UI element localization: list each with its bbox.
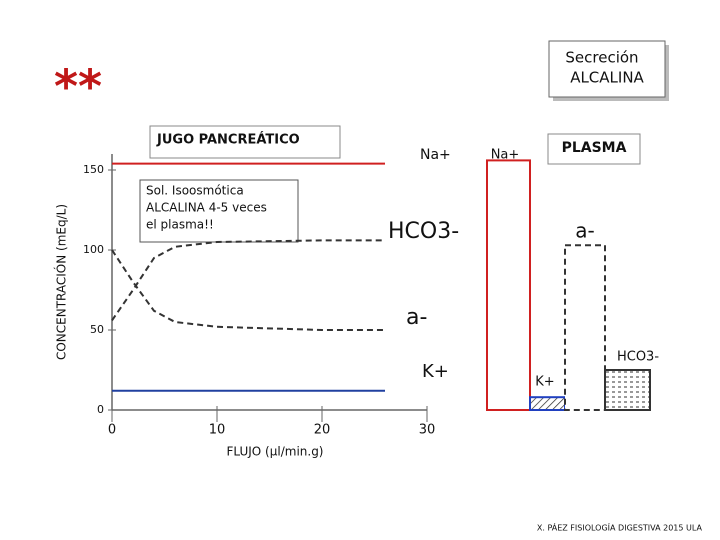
y-tick-label: 150 xyxy=(83,163,104,176)
footer: X. PÁEZ FISIOLOGÍA DIGESTIVA 2015 ULA xyxy=(537,522,703,533)
plasma-title: PLASMA xyxy=(562,140,627,156)
bar-label: Na+ xyxy=(491,148,520,163)
series-line xyxy=(111,249,385,331)
plasma-box xyxy=(547,133,641,165)
callout-line: ALCALINA xyxy=(570,69,644,87)
x-tick-label: 30 xyxy=(419,423,436,438)
note-box xyxy=(139,179,299,243)
callout-line: Secreción xyxy=(565,49,638,67)
note-line: el plasma!! xyxy=(146,218,214,232)
x-axis-title: FLUJO (µl/min.g) xyxy=(226,445,323,459)
bar xyxy=(604,369,651,411)
x-tick-label: 10 xyxy=(209,423,226,438)
y-axis-title: CONCENTRACIÓN (mEq/L) xyxy=(54,204,69,360)
series-label: K+ xyxy=(422,361,449,382)
x-tick-label: 20 xyxy=(314,423,331,438)
y-tick-label: 100 xyxy=(83,243,104,256)
x-tick-label: 0 xyxy=(108,423,116,438)
heading: JUGO PANCREÁTICO xyxy=(156,132,300,148)
marker: ** xyxy=(54,60,102,114)
bar xyxy=(529,396,566,412)
y-tick-label: 0 xyxy=(97,403,104,416)
series-label: Na+ xyxy=(420,147,451,163)
bar-label: HCO3- xyxy=(617,350,659,365)
series-label: a- xyxy=(406,305,427,330)
heading-box xyxy=(149,125,341,159)
bar-label: a- xyxy=(575,219,594,243)
bar xyxy=(486,159,531,411)
callout-box xyxy=(548,40,666,98)
bar-label: K+ xyxy=(535,375,554,390)
y-tick-label: 50 xyxy=(90,323,104,336)
series-label: HCO3- xyxy=(388,219,459,244)
note-line: Sol. Isoosmótica xyxy=(146,184,244,198)
bar xyxy=(564,244,606,411)
note-line: ALCALINA 4-5 veces xyxy=(146,201,267,215)
